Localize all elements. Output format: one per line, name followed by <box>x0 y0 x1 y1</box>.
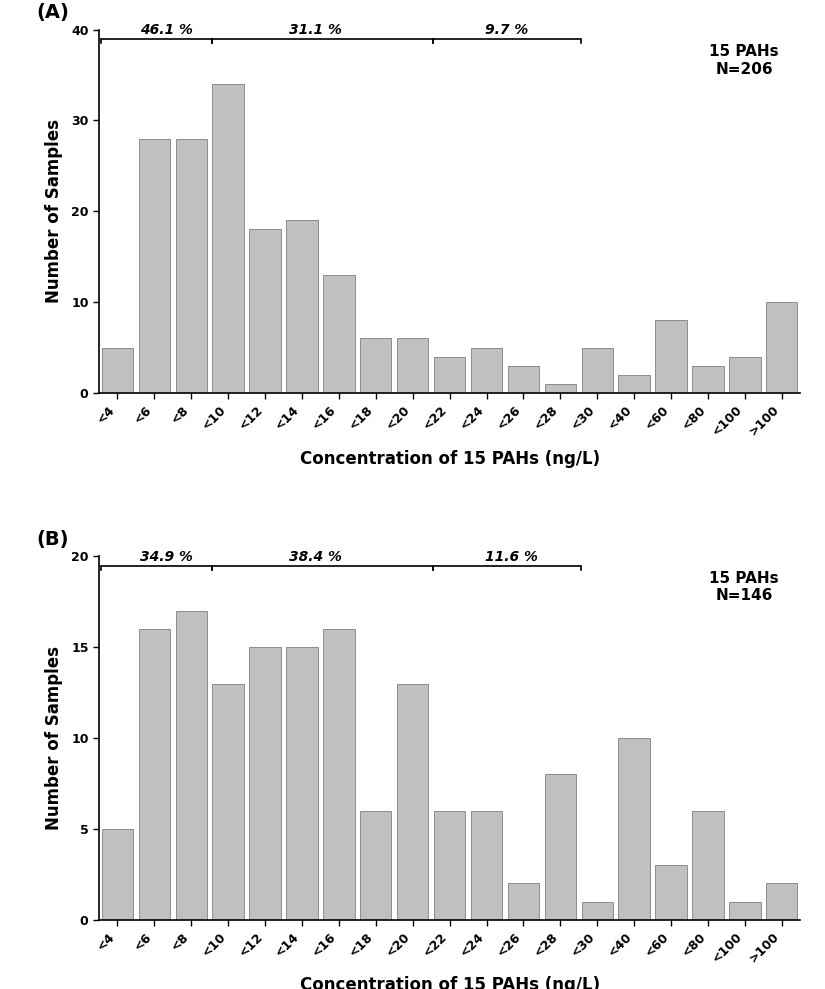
Text: 15 PAHs
N=146: 15 PAHs N=146 <box>710 571 779 603</box>
Bar <box>249 647 281 920</box>
Bar <box>471 811 502 920</box>
Bar <box>434 357 465 393</box>
Bar <box>544 774 576 920</box>
Bar <box>655 320 686 393</box>
Bar <box>692 366 724 393</box>
Bar <box>397 683 428 920</box>
Bar <box>619 738 650 920</box>
Bar <box>361 338 392 393</box>
Bar <box>286 221 318 393</box>
Bar <box>766 883 798 920</box>
Bar <box>729 357 761 393</box>
Bar <box>139 629 170 920</box>
Bar <box>286 647 318 920</box>
Bar <box>176 138 207 393</box>
Bar <box>323 275 355 393</box>
Bar <box>361 811 392 920</box>
Text: 38.4 %: 38.4 % <box>289 550 342 564</box>
Bar <box>139 138 170 393</box>
Bar <box>213 84 244 393</box>
Bar <box>582 347 613 393</box>
Bar <box>507 883 539 920</box>
Text: 9.7 %: 9.7 % <box>485 23 528 37</box>
Text: (A): (A) <box>36 3 68 23</box>
Text: (B): (B) <box>36 530 68 549</box>
Bar <box>507 366 539 393</box>
Bar <box>471 347 502 393</box>
Bar <box>619 375 650 393</box>
Text: 11.6 %: 11.6 % <box>485 550 538 564</box>
Bar <box>766 303 798 393</box>
X-axis label: Concentration of 15 PAHs (ng/L): Concentration of 15 PAHs (ng/L) <box>299 976 600 989</box>
Bar <box>323 629 355 920</box>
Bar <box>692 811 724 920</box>
Bar <box>729 902 761 920</box>
X-axis label: Concentration of 15 PAHs (ng/L): Concentration of 15 PAHs (ng/L) <box>299 450 600 468</box>
Bar <box>249 229 281 393</box>
Text: 34.9 %: 34.9 % <box>139 550 192 564</box>
Y-axis label: Number of Samples: Number of Samples <box>45 646 63 830</box>
Text: 31.1 %: 31.1 % <box>289 23 342 37</box>
Bar <box>397 338 428 393</box>
Text: 15 PAHs
N=206: 15 PAHs N=206 <box>710 45 779 76</box>
Bar <box>101 829 133 920</box>
Bar <box>582 902 613 920</box>
Bar <box>434 811 465 920</box>
Bar <box>655 865 686 920</box>
Y-axis label: Number of Samples: Number of Samples <box>45 120 63 304</box>
Bar <box>101 347 133 393</box>
Bar <box>544 384 576 393</box>
Text: 46.1 %: 46.1 % <box>139 23 192 37</box>
Bar <box>213 683 244 920</box>
Bar <box>176 611 207 920</box>
